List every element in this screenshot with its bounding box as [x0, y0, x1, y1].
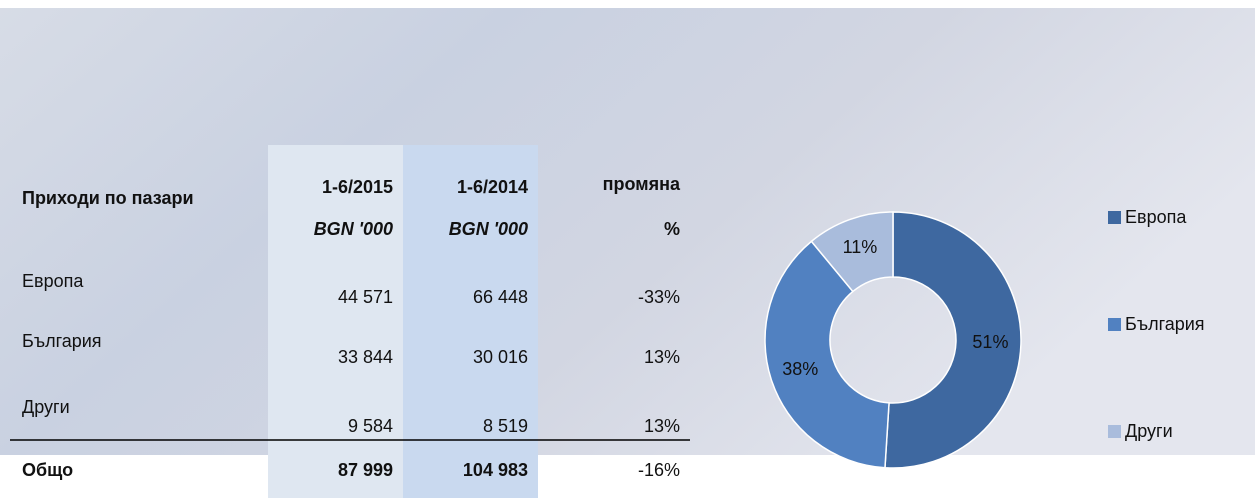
legend-label: Други	[1125, 421, 1173, 441]
row-label: България	[22, 331, 102, 351]
header-label: Приходи по пазари	[22, 188, 194, 208]
row-label: Европа	[22, 271, 84, 291]
header-unit: BGN '000	[449, 219, 528, 239]
cell: 8 519	[483, 416, 528, 436]
header-unit: %	[664, 219, 680, 239]
cell: 9 584	[348, 416, 393, 436]
legend-swatch	[1108, 318, 1121, 331]
total-cell: 104 983	[463, 460, 528, 480]
slice-label: 51%	[972, 332, 1008, 352]
photo-background	[0, 8, 1255, 455]
cell: 66 448	[473, 287, 528, 307]
total-cell: 87 999	[338, 460, 393, 480]
slice	[810, 211, 894, 293]
header: промяна	[603, 174, 681, 194]
header: 1-6/2015	[322, 177, 393, 197]
legend-label: Европа	[1125, 207, 1187, 227]
cell: 33 844	[338, 347, 393, 367]
header: 1-6/2014	[457, 177, 528, 197]
slice-label: 11%	[843, 237, 878, 257]
column-shade	[268, 145, 403, 498]
header-unit: BGN '000	[314, 219, 393, 239]
slice-label: 38%	[782, 359, 818, 379]
total-label: Общо	[22, 460, 73, 480]
legend-swatch	[1108, 425, 1121, 438]
cell: -33%	[638, 287, 680, 307]
row-label: Други	[22, 397, 70, 417]
slice	[764, 240, 890, 469]
total-cell: -16%	[638, 460, 680, 480]
cell: 30 016	[473, 347, 528, 367]
cell: 13%	[644, 416, 680, 436]
legend-swatch	[1108, 211, 1121, 224]
cell: 44 571	[338, 287, 393, 307]
slice	[884, 211, 1022, 469]
column-shade	[403, 145, 538, 498]
cell: 13%	[644, 347, 680, 367]
legend-label: България	[1125, 314, 1205, 334]
